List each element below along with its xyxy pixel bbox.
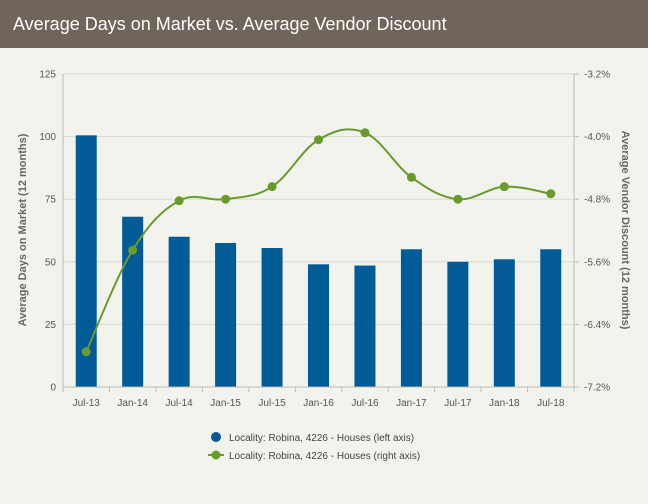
right-tick-label: -7.2% [584,383,610,394]
bar[interactable] [354,265,376,387]
line-point[interactable] [267,182,277,192]
line-point[interactable] [546,189,556,199]
x-axis-ticks: Jul-13 Jan-14 Jul-14 Jan-15 Jul-15 Jan-16 Jul-… [62,387,575,409]
left-axis-title: Average Days on Market (12 months) [17,133,29,326]
line-point[interactable] [128,245,138,255]
series-line [85,128,551,353]
bar[interactable] [447,261,469,387]
x-tick-label: Jan-14 [117,398,148,409]
x-tick-label: Jan-16 [303,398,334,409]
bar[interactable] [261,248,283,387]
x-tick-label: Jul-17 [444,398,472,409]
bar[interactable] [168,236,190,387]
legend-bar-label: Locality: Robina, 4226 - Houses (left ax… [229,433,414,444]
right-tick-label: -4.8% [584,195,610,206]
bar[interactable] [75,135,97,387]
legend-bar-marker [211,432,221,442]
x-tick-label: Jul-18 [537,398,565,409]
x-tick-label: Jan-17 [396,398,427,409]
line-series [81,128,556,357]
left-tick-label: 100 [39,132,56,143]
line-point[interactable] [174,196,184,206]
left-tick-label: 25 [45,320,57,331]
x-tick-label: Jul-13 [73,398,101,409]
x-tick-label: Jul-14 [166,398,194,409]
right-axis-title: Average Vendor Discount (12 months) [619,131,631,330]
bar[interactable] [540,249,562,387]
right-tick-label: -3.2% [584,70,610,81]
line-point[interactable] [221,194,231,204]
bar[interactable] [308,264,329,387]
line-point[interactable] [406,172,416,182]
bar-series [75,135,562,387]
left-tick-label: 0 [50,383,56,394]
line-point[interactable] [81,347,91,357]
line-point[interactable] [453,194,463,204]
bar[interactable] [215,243,237,387]
bar[interactable] [400,249,422,387]
left-tick-label: 125 [39,70,56,81]
line-point[interactable] [499,182,509,192]
legend-item-bar[interactable]: Locality: Robina, 4226 - Houses (left ax… [211,432,414,444]
grid-lines [63,73,574,325]
left-tick-label: 75 [45,195,57,206]
legend-line-label: Locality: Robina, 4226 - Houses (right a… [229,451,420,462]
x-tick-label: Jul-15 [258,398,286,409]
bar[interactable] [493,259,515,387]
x-tick-label: Jan-18 [489,398,520,409]
right-tick-label: -4.0% [584,132,610,143]
left-axis-ticks: 0 25 50 75 100 125 [39,70,56,394]
line-point[interactable] [314,135,323,145]
chart-area: 0 25 50 75 100 125 -7.2% -6.4% -5.6% -4.8% -4.0% -… [0,48,648,499]
x-tick-label: Jul-16 [351,398,379,409]
legend-item-line[interactable]: Locality: Robina, 4226 - Houses (right a… [208,450,420,463]
bar[interactable] [122,216,144,387]
left-tick-label: 50 [45,257,57,268]
chart-header: Average Days on Market vs. Average Vendo… [0,0,648,48]
legend: Locality: Robina, 4226 - Houses (left ax… [208,432,420,462]
right-tick-label: -5.6% [584,257,610,268]
axes [62,74,575,388]
line-point[interactable] [360,128,370,138]
chart-title: Average Days on Market vs. Average Vendo… [13,13,447,34]
right-tick-label: -6.4% [584,320,610,331]
x-tick-label: Jan-15 [210,398,241,409]
legend-line-marker [211,450,221,460]
right-axis-ticks: -7.2% -6.4% -5.6% -4.8% -4.0% -3.2% [574,70,610,394]
